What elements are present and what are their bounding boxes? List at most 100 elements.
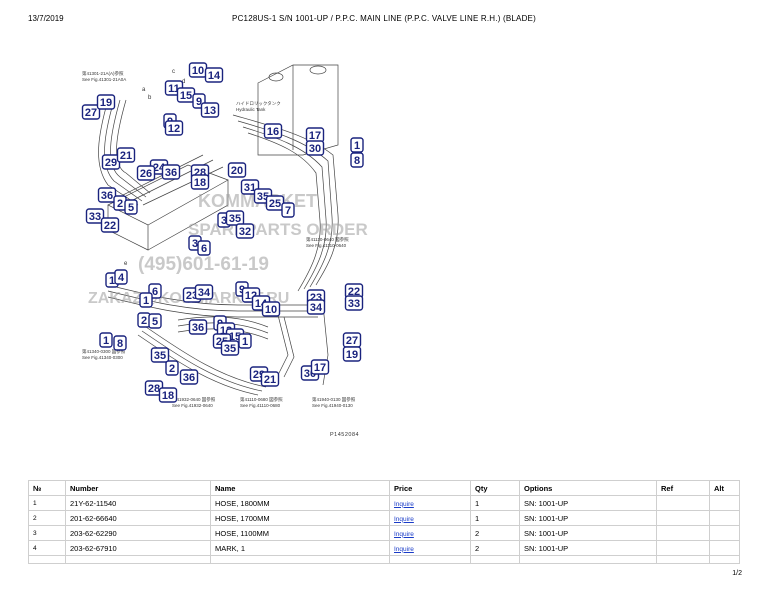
watermark-line-3: (495)601-61-19 bbox=[138, 254, 269, 275]
part-name: HOSE, 1800MM bbox=[210, 495, 390, 511]
table-row: 1 21Y-62-11540 HOSE, 1800MM Inquire 1 SN… bbox=[28, 495, 740, 511]
svg-text:36: 36 bbox=[183, 372, 195, 384]
callout-17: 17 bbox=[310, 359, 330, 375]
svg-text:10: 10 bbox=[192, 65, 204, 77]
callout-2: 2 bbox=[137, 312, 151, 328]
callout-12: 12 bbox=[164, 120, 184, 136]
svg-text:2: 2 bbox=[169, 363, 175, 375]
callout-5: 5 bbox=[148, 313, 162, 329]
part-name: HOSE, 1100MM bbox=[210, 525, 390, 541]
callout-10: 10 bbox=[261, 301, 281, 317]
svg-text:34: 34 bbox=[198, 287, 211, 299]
inquire-link[interactable]: Inquire bbox=[394, 530, 414, 538]
svg-text:1: 1 bbox=[143, 295, 149, 307]
callout-18: 18 bbox=[190, 174, 210, 190]
svg-text:36: 36 bbox=[101, 190, 113, 202]
svg-text:13: 13 bbox=[204, 105, 216, 117]
callout-35: 35 bbox=[225, 210, 245, 226]
inquire-link[interactable]: Inquire bbox=[394, 515, 414, 523]
point-letter: a bbox=[142, 87, 146, 93]
callout-34: 34 bbox=[194, 284, 214, 300]
svg-text:15: 15 bbox=[180, 90, 192, 102]
svg-text:7: 7 bbox=[285, 205, 291, 217]
svg-text:1: 1 bbox=[103, 335, 109, 347]
svg-text:3: 3 bbox=[192, 238, 198, 250]
ref-note-en: See Fig.41340-0300 bbox=[82, 355, 123, 360]
options: SN: 1001-UP bbox=[519, 495, 657, 511]
part-name: HOSE, 1700MM bbox=[210, 510, 390, 526]
callout-16: 16 bbox=[263, 123, 283, 139]
svg-text:28: 28 bbox=[148, 383, 160, 395]
qty: 2 bbox=[470, 540, 520, 556]
price-cell: Inquire bbox=[389, 510, 471, 526]
ref-note-jp: 第41110-0680 図参照 bbox=[240, 396, 283, 403]
parts-table: № Number Name Price Qty Options Ref Alt … bbox=[28, 480, 740, 564]
col-header-alt: Alt bbox=[709, 480, 740, 496]
point-letter: c bbox=[172, 69, 175, 75]
page-title: PC128US-1 S/N 1001-UP / P.P.C. MAIN LINE… bbox=[232, 14, 536, 23]
price-cell: Inquire bbox=[389, 495, 471, 511]
svg-text:36: 36 bbox=[165, 167, 177, 179]
svg-text:3: 3 bbox=[221, 215, 227, 227]
callout-22: 22 bbox=[100, 217, 120, 233]
callout-27: 27 bbox=[342, 332, 362, 348]
callout-27: 27 bbox=[81, 104, 101, 120]
callout-22: 22 bbox=[344, 283, 364, 299]
page-indicator: 1/2 bbox=[732, 570, 742, 577]
callout-33: 33 bbox=[85, 208, 105, 224]
qty: 2 bbox=[470, 525, 520, 541]
svg-text:18: 18 bbox=[162, 390, 174, 402]
ref bbox=[656, 510, 710, 526]
callout-25: 25 bbox=[265, 195, 285, 211]
inquire-link[interactable]: Inquire bbox=[394, 500, 414, 508]
svg-text:19: 19 bbox=[100, 97, 112, 109]
alt bbox=[709, 510, 740, 526]
ref bbox=[656, 525, 710, 541]
row-no: 3 bbox=[28, 525, 66, 541]
part-number: 21Y-62-11540 bbox=[65, 495, 211, 511]
svg-text:35: 35 bbox=[224, 343, 236, 355]
ref-note-en: See Fig.41110-0680 bbox=[240, 403, 281, 408]
callout-21: 21 bbox=[260, 371, 280, 387]
alt bbox=[709, 495, 740, 511]
svg-text:11: 11 bbox=[168, 83, 180, 95]
svg-text:8: 8 bbox=[354, 155, 360, 167]
svg-text:25: 25 bbox=[269, 198, 281, 210]
svg-text:1: 1 bbox=[109, 275, 115, 287]
svg-text:9: 9 bbox=[196, 96, 202, 108]
callout-35: 35 bbox=[220, 340, 240, 356]
part-name: MARK, 1 bbox=[210, 540, 390, 556]
callout-1: 1 bbox=[238, 333, 252, 349]
table-row: 2 201-62-66640 HOSE, 1700MM Inquire 1 SN… bbox=[28, 510, 740, 526]
svg-text:19: 19 bbox=[346, 349, 358, 361]
callout-28: 28 bbox=[144, 380, 164, 396]
callout-36: 36 bbox=[179, 369, 199, 385]
svg-text:20: 20 bbox=[231, 165, 243, 177]
inquire-link[interactable]: Inquire bbox=[394, 545, 414, 553]
point-letter: b bbox=[148, 95, 152, 101]
svg-text:30: 30 bbox=[309, 143, 321, 155]
ref-note-jp: 第41110-0640 図参照 bbox=[306, 236, 349, 243]
callout-20: 20 bbox=[227, 162, 247, 178]
callout-15: 15 bbox=[176, 87, 196, 103]
callout-19: 19 bbox=[342, 346, 362, 362]
svg-text:35: 35 bbox=[229, 213, 241, 225]
col-header-number: Number bbox=[65, 480, 211, 496]
parts-diagram: KOMMARKET SPAREPARTS ORDER (495)601-61-1… bbox=[81, 62, 368, 408]
svg-text:27: 27 bbox=[85, 107, 97, 119]
table-row: 3 203-62-62290 HOSE, 1100MM Inquire 2 SN… bbox=[28, 525, 740, 541]
callout-26: 26 bbox=[136, 165, 156, 181]
table-header-row: № Number Name Price Qty Options Ref Alt bbox=[28, 480, 740, 496]
callout-5: 5 bbox=[124, 199, 138, 215]
callout-4: 4 bbox=[114, 269, 128, 285]
ref-note-jp: 第41301-21A(A)参照 bbox=[82, 70, 124, 77]
ref bbox=[656, 495, 710, 511]
callout-6: 6 bbox=[197, 240, 211, 256]
callout-10: 10 bbox=[188, 62, 208, 78]
callout-1: 1 bbox=[99, 332, 113, 348]
callout-19: 19 bbox=[96, 94, 116, 110]
svg-text:34: 34 bbox=[310, 302, 323, 314]
callout-8: 8 bbox=[113, 335, 127, 351]
ref-note-jp: 第41340-0300 図参照 bbox=[82, 348, 126, 355]
svg-text:18: 18 bbox=[194, 177, 206, 189]
